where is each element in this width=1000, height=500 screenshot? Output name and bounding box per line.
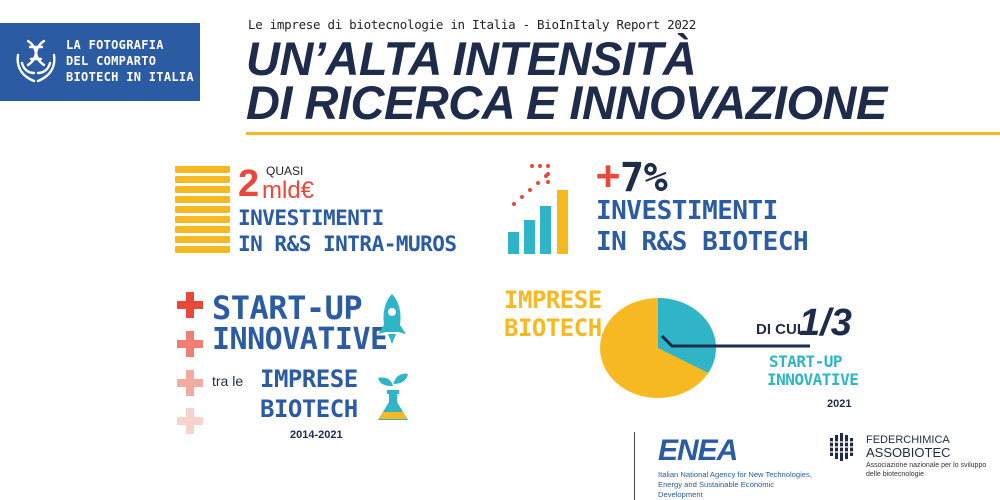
share-pie-chart [600, 298, 716, 398]
title-underline [246, 132, 1000, 135]
plus-icon [177, 408, 203, 434]
page-title-line2: DI RICERCA E INNOVAZIONE [246, 76, 887, 129]
coin-layer [175, 166, 230, 173]
sprout-flask-icon [378, 373, 408, 420]
coin-layer [175, 176, 230, 183]
leader-line [660, 334, 810, 348]
page-title-line1: UN’ALTA INTENSITÀ [246, 32, 697, 85]
coin-layer [175, 236, 230, 243]
report-subtitle: Le imprese di biotecnologie in Italia - … [248, 17, 696, 32]
rocket-icon [378, 294, 406, 344]
startup-years: 2014-2021 [290, 429, 343, 441]
di-cui-label: DI CUI [756, 321, 801, 338]
startup-line2: INNOVATIVE [212, 322, 388, 357]
growth-percentage: 7% [620, 155, 668, 201]
footer-divider [634, 432, 635, 500]
coin-layer [175, 246, 230, 253]
biotech-label: BIOTECH [504, 314, 602, 342]
pie-slice-startups [658, 298, 716, 373]
investments-intra-line1: INVESTIMENTI [238, 206, 384, 230]
amount-unit: mld€ [262, 177, 315, 204]
enea-logo: ENEA [658, 434, 738, 467]
federchimica-label: FEDERCHIMICA [866, 434, 950, 446]
amount-number: 2 [238, 163, 260, 205]
assobiotec-description: Associazione nazionale per lo sviluppo d… [866, 462, 987, 478]
connector-text: tra le [212, 373, 244, 389]
quasi-label: QUASI [266, 164, 304, 178]
plus-icon [177, 331, 203, 357]
plus-icon [177, 292, 203, 318]
startup-line1: START-UP [212, 289, 363, 327]
growth-plus-sign: + [596, 153, 620, 199]
coin-layer [175, 226, 230, 233]
hands-holding-dna-icon [16, 39, 56, 83]
investments-biotech-line2: IN R&S BIOTECH [596, 227, 809, 257]
coin-layer [175, 186, 230, 193]
investments-biotech-line1: INVESTIMENTI [596, 196, 778, 226]
investments-intra-line2: IN R&S INTRA-MUROS [238, 232, 457, 256]
startup-biotech: BIOTECH [260, 395, 358, 423]
plus-icon [177, 370, 203, 396]
growth-bar-chart-icon [508, 164, 568, 254]
share-caption-line2: INNOVATIVE [767, 370, 859, 389]
badge-text: LA FOTOGRAFIA DEL COMPARTO BIOTECH IN IT… [66, 38, 194, 84]
header-badge: LA FOTOGRAFIA DEL COMPARTO BIOTECH IN IT… [0, 23, 200, 101]
federchimica-grid-icon [828, 433, 858, 461]
enea-subtitle: Italian National Agency for New Technolo… [658, 470, 812, 499]
imprese-label: IMPRESE [504, 286, 602, 314]
coin-layer [175, 196, 230, 203]
assobiotec-label: ASSOBIOTEC [866, 445, 951, 460]
coin-layer [175, 216, 230, 223]
share-caption-line1: START-UP [769, 352, 843, 371]
startup-imprese: IMPRESE [260, 365, 358, 393]
coin-layer [175, 206, 230, 213]
share-fraction: 1/3 [799, 302, 852, 344]
share-year: 2021 [827, 398, 852, 410]
